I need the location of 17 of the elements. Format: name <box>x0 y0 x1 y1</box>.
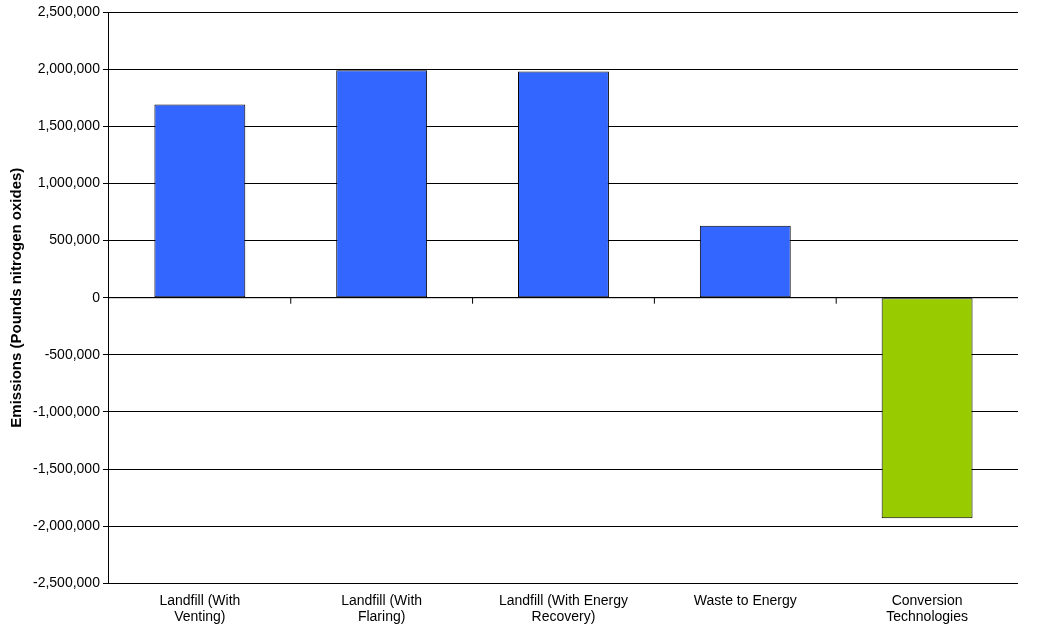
y-axis-title: Emissions (Pounds nitrogen oxides) <box>7 167 25 428</box>
y-tick-label: -1,500,000 <box>32 459 101 476</box>
y-tick-label: -2,000,000 <box>32 517 101 534</box>
x-tick-label: Landfill (With Flaring) <box>341 591 423 625</box>
y-tick-label: 500,000 <box>49 231 101 248</box>
x-tick-label: Waste to Energy <box>693 591 797 608</box>
x-tick-label: Conversion Technologies <box>886 591 968 625</box>
x-tick-label: Landfill (With Venting) <box>159 591 241 625</box>
y-tick-label: -2,500,000 <box>32 574 101 591</box>
y-tick-label: 1,500,000 <box>37 117 101 134</box>
y-tick-label: 1,000,000 <box>37 174 101 191</box>
y-tick-label: 2,500,000 <box>37 2 101 19</box>
y-tick-label: 2,000,000 <box>37 60 101 76</box>
y-tick-label: 0 <box>92 288 101 305</box>
y-tick-label: -1,000,000 <box>32 402 101 419</box>
y-tick-label: -500,000 <box>44 345 101 362</box>
x-tick-label: Landfill (With Energy Recovery) <box>498 591 629 625</box>
